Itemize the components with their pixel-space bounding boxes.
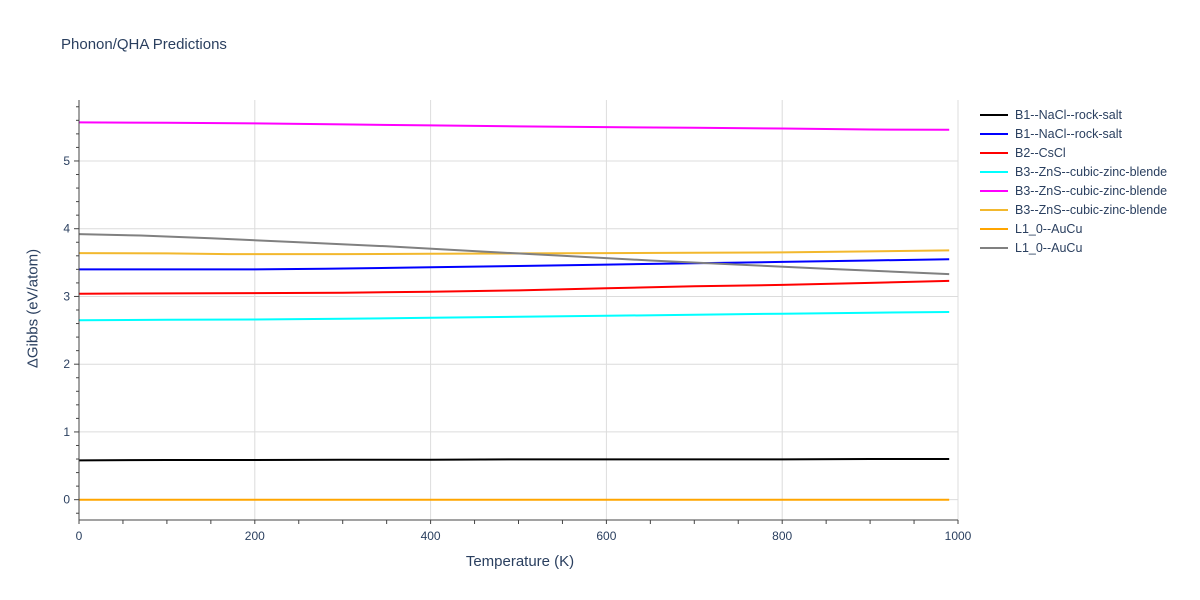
y-tick-label: 4 — [63, 222, 70, 236]
legend-item-3[interactable]: B2--CsCl — [980, 143, 1167, 162]
legend-swatch — [980, 132, 1008, 135]
legend-swatch — [980, 246, 1008, 249]
legend-swatch — [980, 208, 1008, 211]
series-line-3[interactable] — [78, 279, 950, 295]
legend-swatch — [980, 151, 1008, 154]
legend-item-5[interactable]: B3--ZnS--cubic-zinc-blende — [980, 181, 1167, 200]
series-line-8[interactable] — [78, 233, 950, 276]
legend-item-2[interactable]: B1--NaCl--rock-salt — [980, 124, 1167, 143]
series-line-2[interactable] — [79, 258, 950, 271]
y-tick-label: 0 — [63, 493, 70, 507]
y-axis-title: ΔGibbs (eV/atom) — [24, 248, 42, 369]
x-tick-label: 0 — [76, 529, 83, 543]
legend-label: B3--ZnS--cubic-zinc-blende — [1015, 164, 1168, 179]
legend-label: B1--NaCl--rock-salt — [1015, 126, 1122, 141]
legend-item-8[interactable]: L1_0--AuCu — [980, 238, 1167, 257]
legend-item-6[interactable]: B3--ZnS--cubic-zinc-blende — [980, 200, 1167, 219]
series-line-6[interactable] — [78, 249, 950, 256]
legend-item-1[interactable]: B1--NaCl--rock-salt — [980, 105, 1167, 124]
y-tick-label: 5 — [63, 154, 70, 168]
legend[interactable]: B1--NaCl--rock-salt B1--NaCl--rock-salt B2… — [980, 105, 1167, 257]
series-line-4[interactable] — [78, 311, 950, 322]
x-tick-label: 800 — [772, 529, 792, 543]
x-tick-label: 400 — [421, 529, 441, 543]
legend-swatch — [980, 113, 1008, 116]
legend-swatch — [980, 227, 1008, 230]
legend-label: B3--ZnS--cubic-zinc-blende — [1015, 183, 1168, 198]
x-tick-label: 600 — [596, 529, 616, 543]
x-tick-label: 200 — [245, 529, 265, 543]
legend-swatch — [980, 170, 1008, 173]
legend-item-4[interactable]: B3--ZnS--cubic-zinc-blende — [980, 162, 1167, 181]
chart-title: Phonon/QHA Predictions — [61, 36, 227, 53]
series-line-5[interactable] — [78, 121, 950, 131]
legend-item-7[interactable]: L1_0--AuCu — [980, 219, 1167, 238]
legend-label: L1_0--AuCu — [1015, 240, 1083, 255]
y-tick-label: 2 — [63, 357, 70, 371]
y-tick-label: 1 — [63, 425, 70, 439]
legend-label: B3--ZnS--cubic-zinc-blende — [1015, 202, 1168, 217]
legend-label: B2--CsCl — [1015, 145, 1066, 160]
x-tick-label: 1000 — [945, 529, 972, 543]
legend-label: B1--NaCl--rock-salt — [1015, 107, 1122, 122]
x-axis-title: Temperature (K) — [465, 553, 575, 570]
series-line-1[interactable] — [78, 458, 950, 462]
y-tick-label: 3 — [63, 289, 70, 303]
legend-swatch — [980, 189, 1008, 192]
legend-label: L1_0--AuCu — [1015, 221, 1083, 236]
